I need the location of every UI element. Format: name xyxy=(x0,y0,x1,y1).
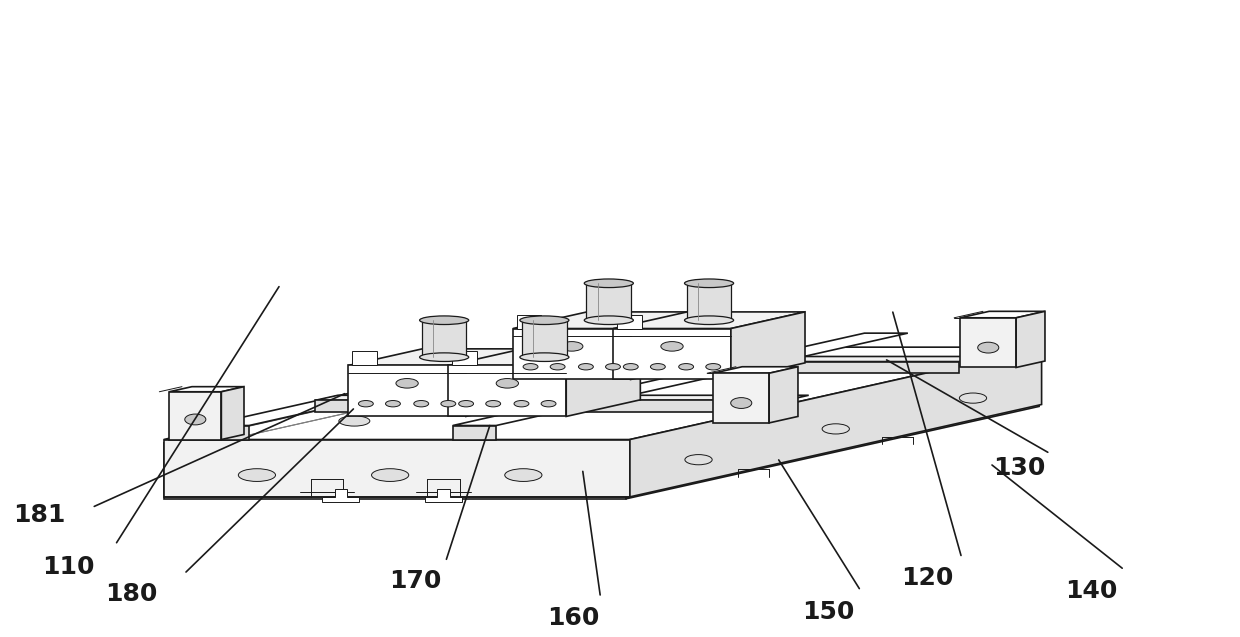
Text: 110: 110 xyxy=(42,555,94,579)
Polygon shape xyxy=(164,440,630,497)
Ellipse shape xyxy=(515,401,529,407)
Ellipse shape xyxy=(520,353,569,361)
Polygon shape xyxy=(164,443,626,499)
Polygon shape xyxy=(713,367,799,373)
Polygon shape xyxy=(960,311,1045,318)
Polygon shape xyxy=(348,349,541,366)
Ellipse shape xyxy=(541,401,556,407)
Ellipse shape xyxy=(459,401,474,407)
Polygon shape xyxy=(513,329,631,380)
Polygon shape xyxy=(315,401,786,412)
Ellipse shape xyxy=(339,416,370,426)
Ellipse shape xyxy=(977,342,998,353)
Polygon shape xyxy=(206,333,661,426)
Polygon shape xyxy=(730,312,805,380)
Text: 130: 130 xyxy=(993,456,1045,480)
Ellipse shape xyxy=(396,378,418,388)
Polygon shape xyxy=(489,362,959,373)
Ellipse shape xyxy=(479,385,510,395)
Ellipse shape xyxy=(684,455,712,465)
Ellipse shape xyxy=(584,316,634,324)
Polygon shape xyxy=(170,392,222,440)
Ellipse shape xyxy=(706,364,720,370)
Polygon shape xyxy=(517,315,542,329)
Polygon shape xyxy=(322,489,360,502)
Text: 150: 150 xyxy=(802,599,854,624)
Ellipse shape xyxy=(624,364,639,370)
Ellipse shape xyxy=(551,364,565,370)
Ellipse shape xyxy=(505,469,542,482)
Ellipse shape xyxy=(549,369,580,379)
Polygon shape xyxy=(631,312,704,380)
Text: 170: 170 xyxy=(389,569,441,593)
Ellipse shape xyxy=(486,401,501,407)
Polygon shape xyxy=(164,347,1042,440)
Polygon shape xyxy=(1016,311,1045,368)
Text: 160: 160 xyxy=(547,606,599,630)
Ellipse shape xyxy=(496,378,518,388)
Polygon shape xyxy=(422,320,466,357)
Ellipse shape xyxy=(584,279,634,287)
Polygon shape xyxy=(453,333,908,426)
Text: 120: 120 xyxy=(901,566,954,590)
Polygon shape xyxy=(613,329,730,380)
Polygon shape xyxy=(206,426,249,440)
Polygon shape xyxy=(567,349,640,417)
Text: 140: 140 xyxy=(1065,579,1117,603)
Ellipse shape xyxy=(386,401,401,407)
Polygon shape xyxy=(348,366,466,417)
Polygon shape xyxy=(616,315,641,329)
Ellipse shape xyxy=(560,341,583,351)
Ellipse shape xyxy=(419,353,469,361)
Ellipse shape xyxy=(678,364,693,370)
Ellipse shape xyxy=(684,279,734,287)
Ellipse shape xyxy=(684,316,734,324)
Ellipse shape xyxy=(185,414,206,425)
Ellipse shape xyxy=(419,316,469,324)
Ellipse shape xyxy=(523,364,538,370)
Ellipse shape xyxy=(441,401,456,407)
Polygon shape xyxy=(222,387,244,440)
Polygon shape xyxy=(522,320,567,357)
Ellipse shape xyxy=(960,393,987,403)
Polygon shape xyxy=(453,352,477,366)
Ellipse shape xyxy=(730,397,751,408)
Text: 180: 180 xyxy=(105,582,157,606)
Polygon shape xyxy=(613,312,805,329)
Ellipse shape xyxy=(409,400,440,410)
Text: 181: 181 xyxy=(14,503,66,527)
Polygon shape xyxy=(513,312,704,329)
Polygon shape xyxy=(960,318,1016,368)
Ellipse shape xyxy=(661,341,683,351)
Ellipse shape xyxy=(358,401,373,407)
Polygon shape xyxy=(164,350,1039,443)
Polygon shape xyxy=(352,352,377,366)
Polygon shape xyxy=(449,366,567,417)
Ellipse shape xyxy=(238,469,275,482)
Polygon shape xyxy=(489,357,982,362)
Polygon shape xyxy=(449,349,640,366)
Polygon shape xyxy=(170,387,244,392)
Polygon shape xyxy=(453,426,496,440)
Polygon shape xyxy=(466,349,541,417)
Ellipse shape xyxy=(578,364,594,370)
Ellipse shape xyxy=(520,316,569,324)
Polygon shape xyxy=(713,373,769,423)
Polygon shape xyxy=(587,283,631,320)
Ellipse shape xyxy=(414,401,429,407)
Ellipse shape xyxy=(372,469,409,482)
Ellipse shape xyxy=(605,364,620,370)
Polygon shape xyxy=(630,347,1042,497)
Polygon shape xyxy=(626,350,1039,499)
Ellipse shape xyxy=(651,364,666,370)
Ellipse shape xyxy=(822,424,849,434)
Polygon shape xyxy=(687,283,732,320)
Polygon shape xyxy=(315,396,808,401)
Polygon shape xyxy=(425,489,463,502)
Polygon shape xyxy=(769,367,799,423)
